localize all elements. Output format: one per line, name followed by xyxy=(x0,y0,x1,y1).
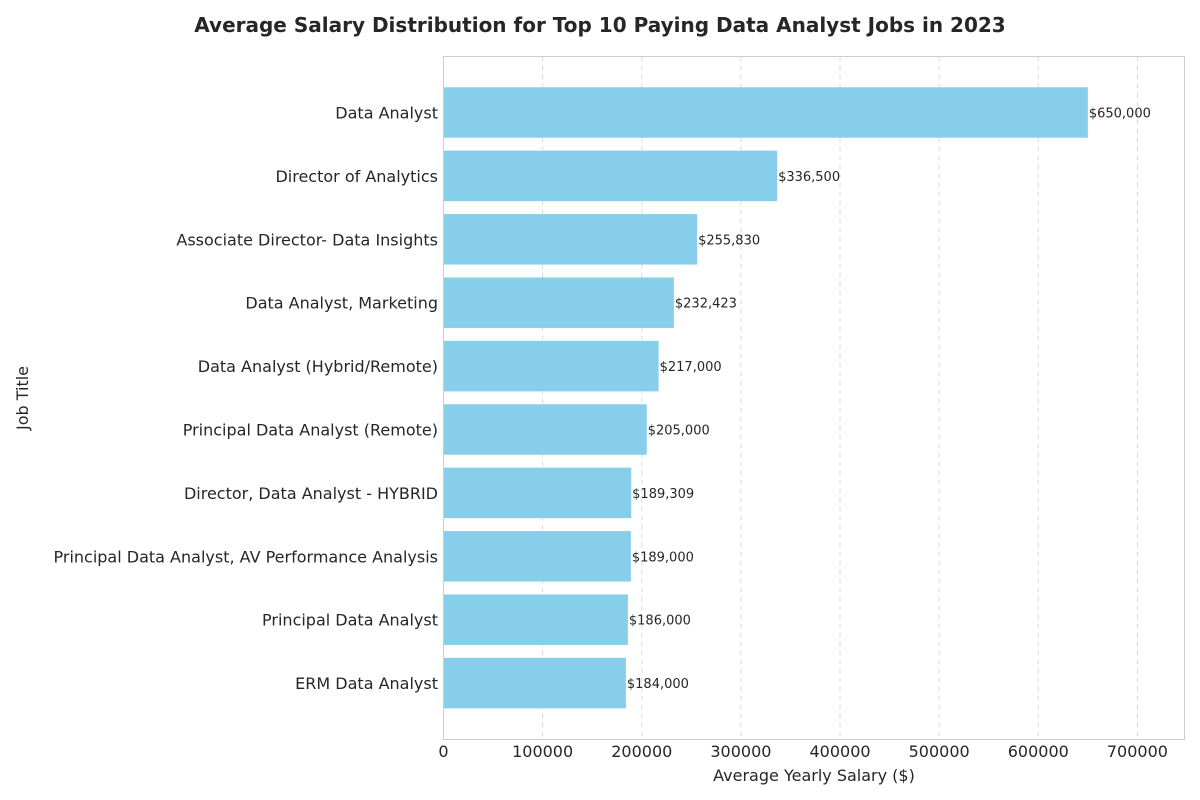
data-label: $189,309 xyxy=(632,487,694,502)
bar xyxy=(443,594,628,645)
bar xyxy=(443,467,632,519)
plot-frame xyxy=(443,56,1185,740)
data-label: $217,000 xyxy=(660,360,722,375)
data-label: $184,000 xyxy=(627,677,689,692)
y-tick-label: Data Analyst, Marketing xyxy=(245,294,438,313)
y-tick-labels: Data Analyst Director of Analytics Associa… xyxy=(54,104,439,694)
y-tick-label: Principal Data Analyst (Remote) xyxy=(183,421,438,440)
y-tick-label: Data Analyst xyxy=(335,104,438,123)
x-tick-label: 600000 xyxy=(1008,742,1069,761)
x-tick-label: 0 xyxy=(438,742,448,761)
data-label: $186,000 xyxy=(629,614,691,629)
x-tick-labels: 0 100000 200000 300000 400000 500000 600000 700… xyxy=(438,742,1168,761)
y-tick-label: ERM Data Analyst xyxy=(295,674,438,693)
y-tick-label: Director, Data Analyst - HYBRID xyxy=(184,484,438,503)
data-label: $205,000 xyxy=(648,424,710,439)
x-tick-label: 100000 xyxy=(512,742,573,761)
y-tick-label: Associate Director- Data Insights xyxy=(176,230,438,249)
bar xyxy=(443,277,674,328)
bar xyxy=(443,340,659,392)
bar xyxy=(443,214,698,265)
chart-title: Average Salary Distribution for Top 10 P… xyxy=(194,13,1005,37)
x-tick-label: 400000 xyxy=(809,742,870,761)
data-label: $650,000 xyxy=(1089,107,1151,122)
data-label: $255,830 xyxy=(698,233,760,248)
y-axis-label: Job Title xyxy=(13,366,32,431)
bar xyxy=(443,87,1088,138)
y-tick-label: Principal Data Analyst, AV Performance A… xyxy=(54,547,439,566)
y-tick-label: Director of Analytics xyxy=(275,167,438,186)
data-label: $232,423 xyxy=(675,297,737,312)
data-label: $336,500 xyxy=(778,170,840,185)
data-label: $189,000 xyxy=(632,550,694,565)
y-tick-label: Principal Data Analyst xyxy=(262,611,438,630)
x-tick-label: 500000 xyxy=(909,742,970,761)
x-tick-label: 700000 xyxy=(1107,742,1168,761)
x-tick-label: 300000 xyxy=(710,742,771,761)
bars xyxy=(443,87,1088,709)
bar xyxy=(443,150,778,202)
bar xyxy=(443,531,631,582)
bar xyxy=(443,404,647,455)
data-labels: $650,000 $336,500 $255,830 $232,423 $217,000… xyxy=(627,107,1151,693)
x-tick-label: 200000 xyxy=(611,742,672,761)
x-axis-label: Average Yearly Salary ($) xyxy=(713,766,915,785)
y-tick-label: Data Analyst (Hybrid/Remote) xyxy=(198,357,438,376)
bar xyxy=(443,657,626,709)
